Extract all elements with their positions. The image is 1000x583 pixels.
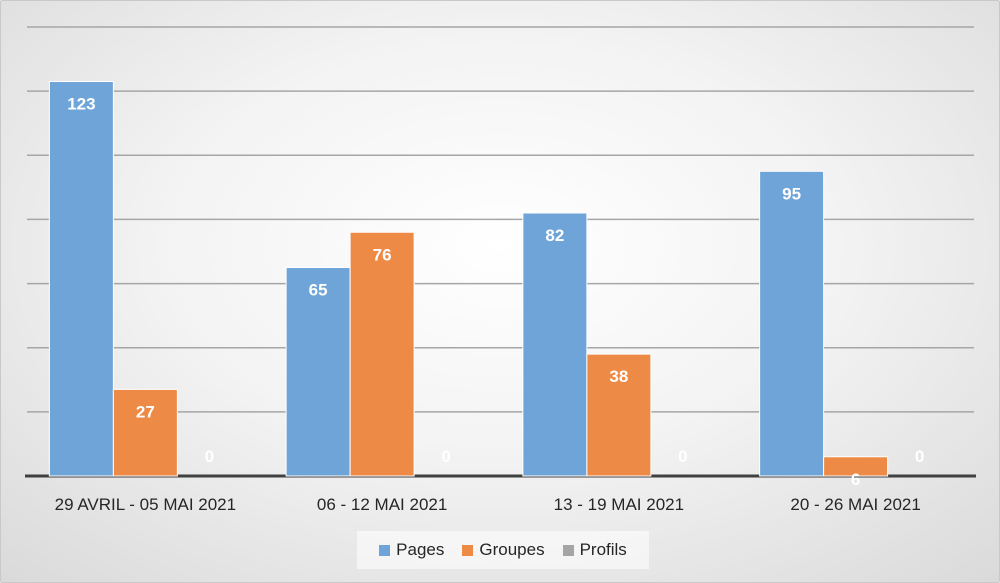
- bar-groupes-3: [823, 456, 889, 477]
- category-labels: 29 AVRIL - 05 MAI 2021 06 - 12 MAI 2021 13…: [55, 495, 921, 514]
- bar-pages-2: [522, 212, 588, 477]
- data-label-groupes-0: 27: [136, 402, 155, 421]
- bar-groupes-0: [112, 388, 178, 477]
- legend: Pages Groupes Profils: [357, 531, 649, 569]
- bar-pages-1: [285, 267, 351, 477]
- data-label-pages-1: 65: [309, 281, 328, 300]
- bar-groupes-2: [586, 353, 652, 477]
- legend-item-groupes: Groupes: [462, 540, 545, 560]
- legend-label-pages: Pages: [396, 540, 445, 559]
- legend-swatch-pages: [379, 544, 391, 556]
- bar-groupes-1: [349, 231, 415, 477]
- data-label-pages-0: 123: [67, 95, 95, 114]
- legend-label-groupes: Groupes: [479, 540, 545, 559]
- bar-pages-3: [759, 170, 825, 477]
- data-label-pages-3: 95: [782, 184, 801, 203]
- data-label-groupes-3: 6: [851, 470, 860, 489]
- data-label-groupes-1: 76: [373, 245, 392, 264]
- data-label-profils-2: 0: [678, 447, 687, 466]
- data-label-groupes-2: 38: [609, 367, 628, 386]
- category-label-0: 29 AVRIL - 05 MAI 2021: [55, 495, 236, 514]
- category-label-2: 13 - 19 MAI 2021: [554, 495, 684, 514]
- category-label-3: 20 - 26 MAI 2021: [790, 495, 920, 514]
- legend-item-profils: Profils: [562, 540, 627, 560]
- legend-swatch-profils: [562, 544, 574, 556]
- legend-item-pages: Pages: [379, 540, 444, 560]
- data-label-profils-1: 0: [441, 447, 450, 466]
- data-label-profils-3: 0: [915, 447, 924, 466]
- category-label-1: 06 - 12 MAI 2021: [317, 495, 447, 514]
- data-label-pages-2: 82: [545, 226, 564, 245]
- bar-pages-0: [48, 81, 114, 477]
- data-labels: 123 27 0 65 76 0 82 38 0 95 6 0: [67, 95, 924, 489]
- legend-label-profils: Profils: [579, 540, 627, 559]
- bars: [48, 81, 889, 477]
- data-label-profils-0: 0: [205, 447, 214, 466]
- legend-swatch-groupes: [462, 544, 474, 556]
